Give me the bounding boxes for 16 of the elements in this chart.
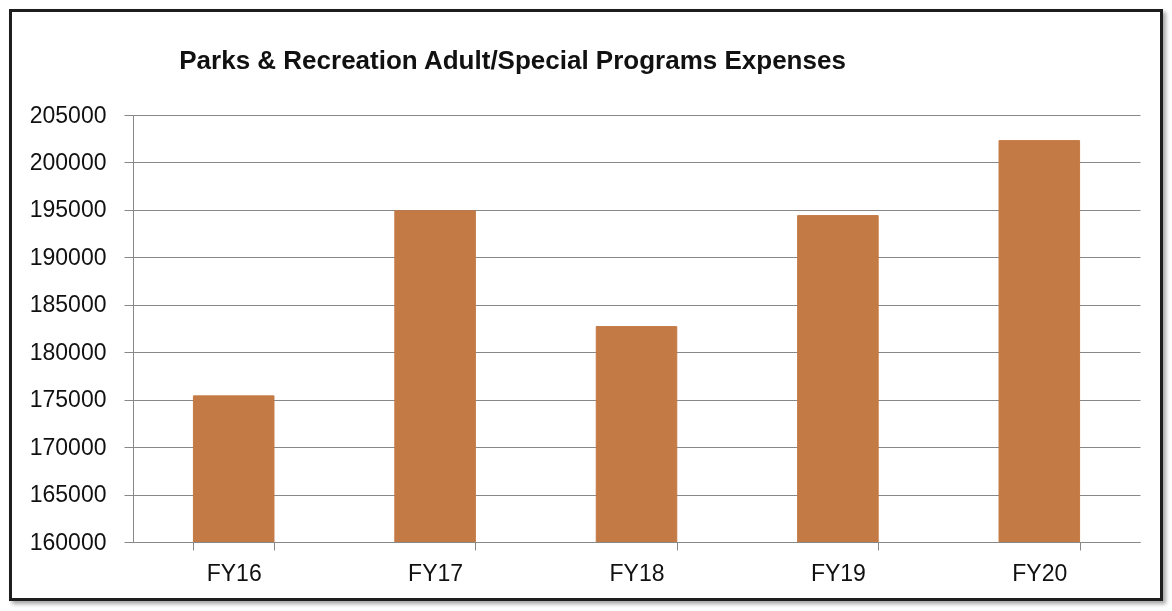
y-tick-label: 190000	[29, 243, 107, 270]
y-tick-label: 180000	[29, 338, 107, 365]
y-tick-label: 195000	[29, 196, 107, 223]
chart-title: Parks & Recreation Adult/Special Programs Expenses	[179, 45, 846, 75]
y-tick-label: 200000	[29, 148, 107, 175]
y-tick-label: 165000	[29, 481, 107, 508]
y-tick-label: 160000	[29, 528, 107, 555]
x-tick-label: FY19	[810, 559, 866, 586]
y-tick-label: 170000	[29, 433, 107, 460]
x-tick-label: FY17	[408, 559, 464, 586]
x-tick-label: FY20	[1012, 559, 1068, 586]
y-tick-label: 185000	[29, 291, 107, 318]
x-tick-label: FY16	[206, 559, 262, 586]
y-tick-label: 175000	[29, 386, 107, 413]
x-tick-label: FY18	[609, 559, 665, 586]
y-tick-label: 205000	[29, 101, 107, 128]
